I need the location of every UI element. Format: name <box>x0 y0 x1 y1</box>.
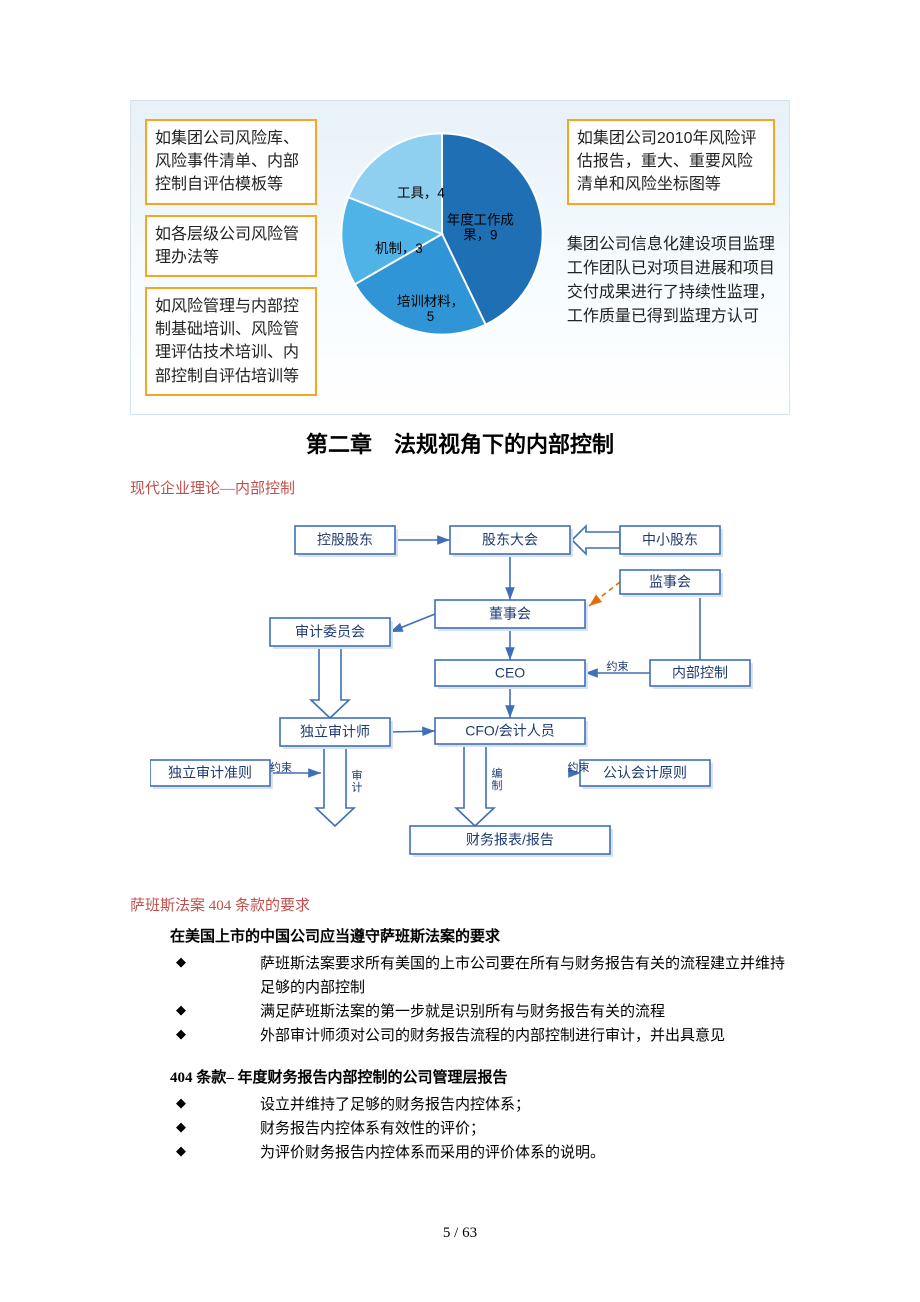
svg-text:约束: 约束 <box>607 660 629 673</box>
para1-title: 在美国上市的中国公司应当遵守萨班斯法案的要求 <box>170 925 790 946</box>
callout-left-1: 如集团公司风险库、风险事件清单、内部控制自评估模板等 <box>145 119 317 205</box>
para1-bullet: 萨班斯法案要求所有美国的上市公司要在所有与财务报告有关的流程建立并维持足够的内部… <box>170 952 790 1000</box>
chapter-title: 第二章 法规视角下的内部控制 <box>130 427 790 459</box>
svg-text:审计委员会: 审计委员会 <box>295 623 365 639</box>
svg-text:工具，4: 工具，4 <box>397 186 445 201</box>
pie-left-callouts: 如集团公司风险库、风险事件清单、内部控制自评估模板等 如各层级公司风险管理办法等… <box>145 119 317 396</box>
pie-layout: 如集团公司风险库、风险事件清单、内部控制自评估模板等 如各层级公司风险管理办法等… <box>145 119 775 396</box>
svg-text:CEO: CEO <box>495 664 525 680</box>
para1-bullet: 外部审计师须对公司的财务报告流程的内部控制进行审计，并出具意见 <box>170 1024 790 1048</box>
svg-text:财务报表/报告: 财务报表/报告 <box>466 831 554 847</box>
svg-text:编制: 编制 <box>492 766 503 792</box>
org-chart: 控股股东 股东大会 中小股东监事会董事会审计委员会 CEO 内部控制独立审计师 CFO/会… <box>150 508 770 868</box>
callout-left-2: 如各层级公司风险管理办法等 <box>145 215 317 277</box>
svg-text:内部控制: 内部控制 <box>672 664 728 680</box>
pie-right-bottom-note: 集团公司信息化建设项目监理工作团队已对项目进展和项目交付成果进行了持续性监理，工… <box>567 233 775 329</box>
svg-text:独立审计师: 独立审计师 <box>300 723 370 739</box>
para2-title: 404 条款– 年度财务报告内部控制的公司管理层报告 <box>170 1066 790 1087</box>
svg-text:监事会: 监事会 <box>649 573 691 589</box>
section1-title: 现代企业理论—内部控制 <box>130 477 790 498</box>
para2-bullet: 为评价财务报告内控体系而采用的评价体系的说明。 <box>170 1141 790 1165</box>
callout-left-3: 如风险管理与内部控制基础培训、风险管理评估技术培训、内部控制自评估培训等 <box>145 287 317 396</box>
para2-bullet: 财务报告内控体系有效性的评价； <box>170 1117 790 1141</box>
svg-text:控股股东: 控股股东 <box>317 531 373 547</box>
svg-text:约束: 约束 <box>270 761 292 774</box>
para2-bullet: 设立并维持了足够的财务报告内控体系； <box>170 1093 790 1117</box>
section2-title: 萨班斯法案 404 条款的要求 <box>130 894 790 915</box>
para1-bullet: 满足萨班斯法案的第一步就是识别所有与财务报告有关的流程 <box>170 1000 790 1024</box>
svg-text:机制，3: 机制，3 <box>375 241 423 256</box>
svg-text:董事会: 董事会 <box>489 605 531 621</box>
pie-chart: 年度工作成果，9培训材料，5机制，3工具，4 <box>327 119 557 349</box>
para1-bullets: 萨班斯法案要求所有美国的上市公司要在所有与财务报告有关的流程建立并维持足够的内部… <box>170 952 790 1048</box>
para1-block: 在美国上市的中国公司应当遵守萨班斯法案的要求 萨班斯法案要求所有美国的上市公司要… <box>170 925 790 1165</box>
svg-text:股东大会: 股东大会 <box>482 531 538 547</box>
pie-center: 年度工作成果，9培训材料，5机制，3工具，4 <box>327 119 557 349</box>
callout-right-top: 如集团公司2010年风险评估报告，重大、重要风险清单和风险坐标图等 <box>567 119 775 205</box>
pie-infographic-card: 如集团公司风险库、风险事件清单、内部控制自评估模板等 如各层级公司风险管理办法等… <box>130 100 790 415</box>
svg-text:约束: 约束 <box>568 761 590 774</box>
svg-text:独立审计准则: 独立审计准则 <box>168 764 252 780</box>
para2-bullets: 设立并维持了足够的财务报告内控体系； 财务报告内控体系有效性的评价； 为评价财务… <box>170 1093 790 1165</box>
page-number: 5 / 63 <box>130 1225 790 1242</box>
document-page: 如集团公司风险库、风险事件清单、内部控制自评估模板等 如各层级公司风险管理办法等… <box>0 0 920 1282</box>
svg-text:中小股东: 中小股东 <box>642 531 698 547</box>
org-chart-wrap: 控股股东 股东大会 中小股东监事会董事会审计委员会 CEO 内部控制独立审计师 CFO/会… <box>130 508 790 868</box>
svg-text:CFO/会计人员: CFO/会计人员 <box>465 722 554 738</box>
svg-text:公认会计原则: 公认会计原则 <box>603 764 687 780</box>
svg-text:审计: 审计 <box>352 768 363 794</box>
pie-right-column: 如集团公司2010年风险评估报告，重大、重要风险清单和风险坐标图等 集团公司信息… <box>567 119 775 329</box>
